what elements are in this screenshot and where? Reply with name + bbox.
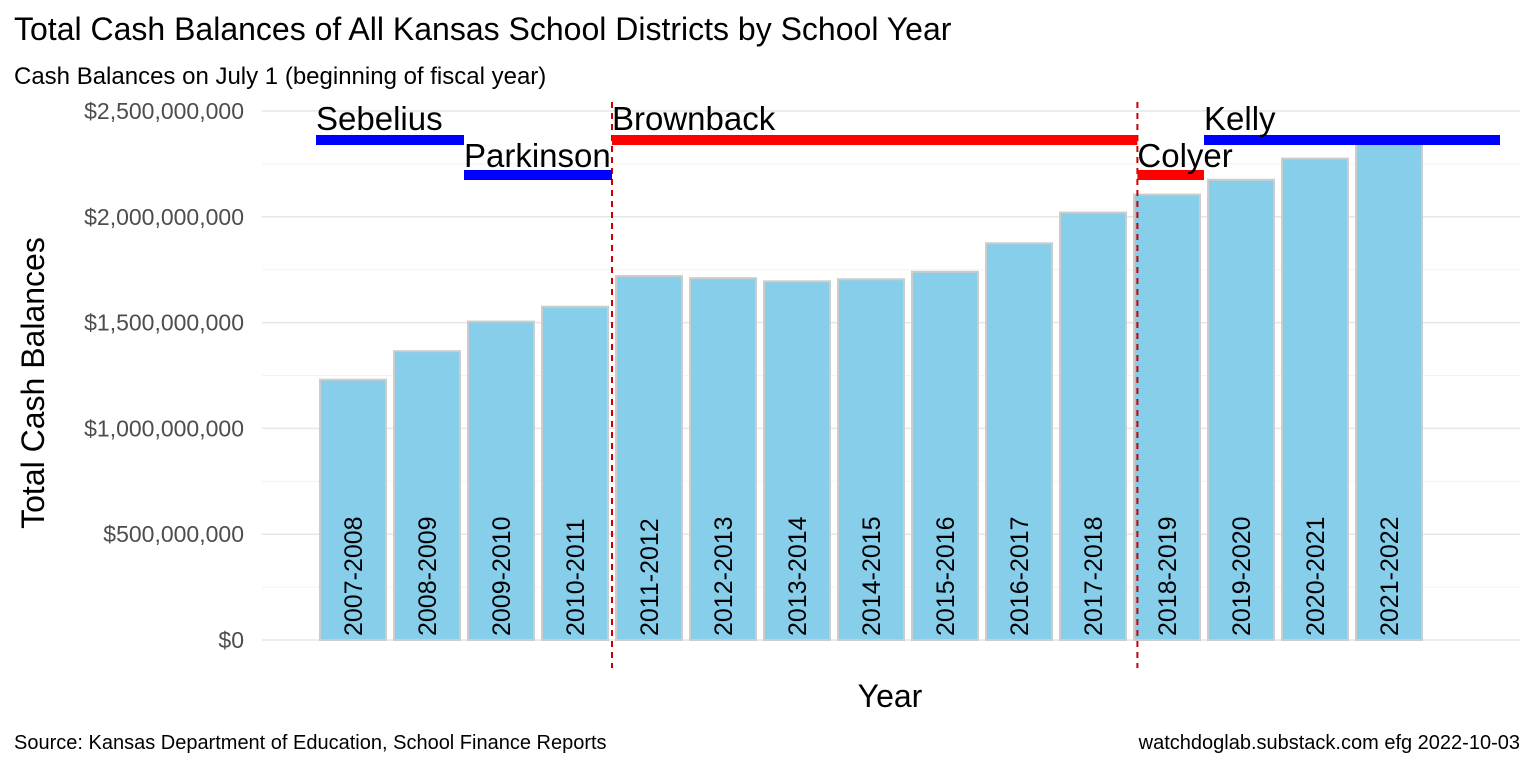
bars: 2007-2008 2008-2009 2009-2010 2010-2011 2011… bbox=[319, 142, 1423, 642]
y-tick-label: $0 bbox=[218, 627, 244, 653]
bar bbox=[911, 270, 979, 641]
chart-title: Total Cash Balances of All Kansas School… bbox=[14, 11, 952, 47]
bar-category-label: 2013-2014 bbox=[784, 516, 812, 636]
governor-label: Brownback bbox=[612, 100, 776, 137]
bar bbox=[393, 350, 461, 641]
bar-category-label: 2011-2012 bbox=[636, 518, 664, 636]
bar bbox=[319, 378, 387, 641]
y-tick-label: $1,000,000,000 bbox=[84, 415, 244, 441]
chart-subtitle: Cash Balances on July 1 (beginning of fi… bbox=[14, 63, 546, 90]
bar-category-label: 2021-2022 bbox=[1376, 516, 1404, 636]
source-caption: Source: Kansas Department of Education, … bbox=[14, 732, 607, 754]
y-tick-label: $1,500,000,000 bbox=[84, 310, 244, 336]
bar bbox=[763, 280, 831, 641]
governor-label: Kelly bbox=[1204, 100, 1276, 137]
y-axis-title: Total Cash Balances bbox=[15, 237, 51, 529]
y-axis-ticks: $0 $500,000,000 $1,000,000,000 $1,500,000,0… bbox=[84, 98, 244, 653]
bar bbox=[1281, 157, 1349, 642]
bar-category-label: 2016-2017 bbox=[1006, 516, 1034, 636]
bar bbox=[467, 320, 535, 641]
bar-category-label: 2007-2008 bbox=[340, 516, 368, 636]
y-tick-label: $500,000,000 bbox=[103, 521, 244, 547]
bar-category-label: 2008-2009 bbox=[414, 516, 442, 636]
bar-category-label: 2015-2016 bbox=[932, 516, 960, 636]
governor-term-bar bbox=[1204, 135, 1500, 145]
governor-term-bar bbox=[1137, 170, 1204, 180]
bar bbox=[1059, 211, 1127, 641]
bar-category-label: 2018-2019 bbox=[1154, 516, 1182, 636]
y-tick-label: $2,000,000,000 bbox=[84, 204, 244, 230]
governor-term-bar bbox=[612, 135, 1138, 145]
bar-category-label: 2014-2015 bbox=[858, 516, 886, 636]
bar bbox=[1133, 193, 1201, 641]
bar bbox=[689, 277, 757, 641]
governor-term-bar bbox=[464, 170, 612, 180]
bar-category-label: 2020-2021 bbox=[1302, 516, 1330, 636]
y-tick-label: $2,500,000,000 bbox=[84, 98, 244, 124]
bar-category-label: 2019-2020 bbox=[1228, 516, 1256, 636]
bar bbox=[615, 275, 683, 641]
bar bbox=[837, 278, 905, 641]
credit-caption: watchdoglab.substack.com efg 2022-10-03 bbox=[1138, 732, 1520, 754]
bar-category-label: 2010-2011 bbox=[562, 518, 590, 636]
bar bbox=[541, 305, 609, 641]
governor-term-bar bbox=[316, 135, 464, 145]
bar bbox=[985, 242, 1053, 641]
x-axis-title: Year bbox=[858, 678, 923, 714]
bar-category-label: 2012-2013 bbox=[710, 516, 738, 636]
governor-label: Parkinson bbox=[464, 137, 611, 174]
bar-category-label: 2009-2010 bbox=[488, 516, 516, 636]
bar-category-label: 2017-2018 bbox=[1080, 516, 1108, 636]
bar bbox=[1355, 142, 1423, 641]
bar bbox=[1207, 178, 1275, 642]
governor-label: Sebelius bbox=[316, 100, 443, 137]
